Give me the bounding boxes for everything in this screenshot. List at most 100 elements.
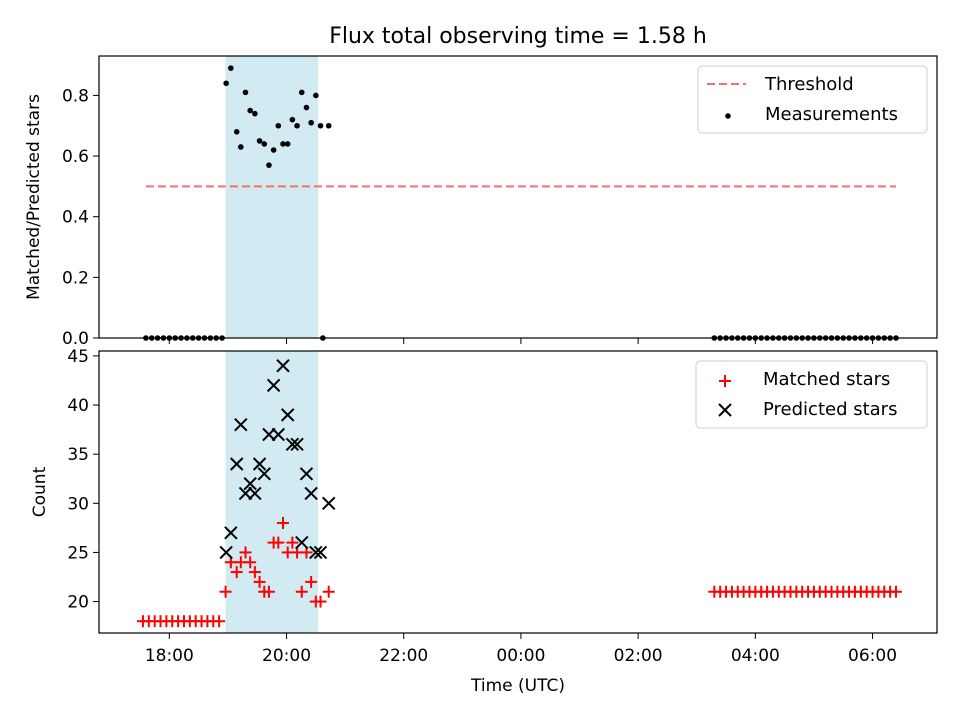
x-tick-label: 00:00 <box>496 646 545 666</box>
y-tick-label: 45 <box>67 347 89 367</box>
predicted-star-stroke <box>322 496 336 511</box>
measurement-point <box>313 92 319 99</box>
top-y-ticks: 0.0 0.2 0.4 0.6 0.8 <box>62 86 99 349</box>
measurement-point <box>238 144 244 150</box>
measurement-point <box>317 122 324 129</box>
matched-star-marker <box>239 546 252 559</box>
matched-star-marker <box>244 556 257 569</box>
predicted-star-stroke <box>290 437 304 452</box>
matched-star-marker <box>248 566 261 579</box>
measurement-point <box>247 107 253 114</box>
predicted-star-stroke <box>234 417 248 432</box>
predicted-star-marker <box>257 467 271 481</box>
bottom-panel: 20 25 30 35 40 45 18:00 20:00 22:00 00:00 02:00 04… <box>30 347 938 696</box>
matched-star-marker <box>305 575 318 588</box>
legend-measurements-swatch <box>725 113 731 119</box>
matched-star-marker <box>889 585 902 598</box>
matched-star-marker <box>213 615 226 628</box>
measurement-point <box>270 147 277 153</box>
y-tick-label: 35 <box>67 445 89 465</box>
x-tick-label: 04:00 <box>731 646 780 666</box>
predicted-star-stroke <box>257 467 271 481</box>
legend-matched-label: Matched stars <box>763 369 890 390</box>
predicted-star-marker <box>290 437 304 452</box>
y-tick-label: 25 <box>67 543 89 563</box>
predicted-star-stroke <box>219 545 233 560</box>
measurement-point <box>252 110 258 117</box>
matched-star-marker <box>286 536 299 549</box>
measurement-point <box>284 141 291 147</box>
measurement-point <box>298 89 305 96</box>
highlight-span-rect <box>225 351 319 633</box>
predicted-star-marker <box>248 486 262 501</box>
top-panel: 0.00.20.40.60.8 Matched/Predicted stars … <box>24 55 938 349</box>
bottom-axes-frame <box>98 350 938 634</box>
predicted-star-marker <box>271 427 286 442</box>
x-tick-label: 18:00 <box>145 646 194 666</box>
x-axis-label: Time (UTC) <box>470 676 565 696</box>
predicted-star-stroke <box>266 378 281 393</box>
matched-star-marker <box>322 585 335 598</box>
bottom-legend-box <box>695 360 928 429</box>
predicted-star-stroke <box>248 486 262 501</box>
predicted-star-stroke <box>309 545 323 560</box>
top-x-ticks <box>168 338 874 344</box>
predicted-star-marker <box>243 476 257 491</box>
predicted-star-marker <box>313 545 328 560</box>
predicted-star-stroke <box>252 457 267 471</box>
predicted-star-marker <box>309 545 323 560</box>
measurement-point <box>303 104 310 111</box>
legend-predicted-swatch <box>718 403 732 417</box>
measurement-point <box>325 122 332 129</box>
matched-star-marker <box>295 585 308 598</box>
predicted-star-stroke <box>230 457 244 471</box>
x-tick-label: 20:00 <box>262 646 311 666</box>
predicted-star-marker <box>295 535 309 550</box>
predicted-star-marker <box>280 408 295 422</box>
predicted-star-marker <box>230 457 244 471</box>
y-tick-label: 0.8 <box>62 86 89 106</box>
predicted-star-marker <box>276 359 290 373</box>
y-tick-label: 30 <box>67 494 89 514</box>
matched-stars-points <box>136 516 902 628</box>
predicted-star-stroke <box>271 427 286 442</box>
matched-star-marker <box>262 585 275 598</box>
predicted-star-stroke <box>224 526 238 540</box>
top-axes-frame <box>98 55 938 339</box>
predicted-star-stroke <box>276 359 290 373</box>
predicted-star-marker <box>219 545 233 560</box>
measurement-point <box>275 122 282 129</box>
matched-star-marker <box>314 595 327 608</box>
predicted-star-marker <box>304 486 318 501</box>
predicted-star-stroke <box>280 408 295 422</box>
legend-threshold-label: Threshold <box>764 74 854 95</box>
legend-predicted-label: Predicted stars <box>763 399 897 420</box>
legend-matched-swatch <box>719 375 731 387</box>
predicted-star-stroke <box>285 437 300 452</box>
measurement-point <box>280 141 286 147</box>
bottom-highlight-span <box>225 351 319 633</box>
x-tick-label: 22:00 <box>379 646 428 666</box>
measurement-point <box>256 138 263 144</box>
predicted-star-marker <box>252 457 267 471</box>
predicted-star-marker <box>322 496 336 511</box>
highlight-span-rect <box>225 56 319 338</box>
predicted-star-marker <box>299 467 314 481</box>
measurement-point <box>289 116 296 123</box>
predicted-star-stroke <box>313 545 328 560</box>
x-tick-label: 02:00 <box>614 646 663 666</box>
y-tick-label: 0.0 <box>62 329 89 349</box>
bottom-x-ticks: 18:00 20:00 22:00 00:00 02:00 04:00 06:00 <box>145 633 897 666</box>
matched-star-marker <box>253 575 266 588</box>
x-tick-label: 06:00 <box>848 646 897 666</box>
predicted-star-marker <box>285 437 300 452</box>
predicted-stars-points <box>219 359 336 560</box>
y-tick-label: 40 <box>67 396 89 416</box>
predicted-star-stroke <box>299 467 314 481</box>
measurement-point <box>228 65 234 71</box>
bottom-y-axis-label: Count <box>30 466 50 517</box>
predicted-star-stroke <box>295 535 309 550</box>
chart-title: Flux total observing time = 1.58 h <box>329 24 707 49</box>
matched-star-marker <box>272 536 285 549</box>
